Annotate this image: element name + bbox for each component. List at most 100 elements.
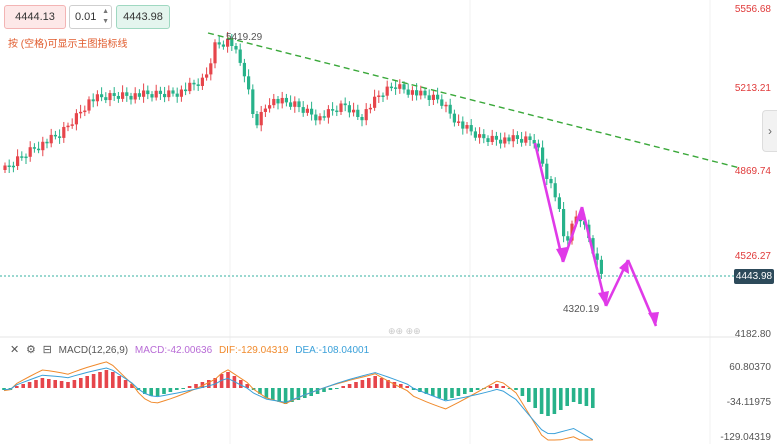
- candle-body: [448, 104, 452, 114]
- candle-body: [16, 156, 20, 166]
- macd-bar: [123, 380, 128, 388]
- candle-body: [171, 90, 175, 94]
- macd-bar: [514, 388, 518, 390]
- arrowhead-3: [598, 291, 609, 306]
- macd-bar: [501, 386, 505, 388]
- macd-axis-label: 60.80370: [729, 362, 771, 373]
- high-price-label: 5419.29: [226, 32, 263, 43]
- macd-bar: [354, 382, 358, 388]
- macd-bar: [104, 370, 109, 388]
- macd-bar: [578, 388, 582, 404]
- macd-bar: [507, 388, 512, 389]
- macd-bar: [450, 388, 454, 398]
- candle-body: [410, 90, 414, 95]
- candle-body: [268, 105, 272, 109]
- sell-price-box[interactable]: 4444.13: [4, 5, 66, 29]
- candle-body: [406, 89, 410, 95]
- price-axis-label: 4182.80: [734, 329, 771, 340]
- candle-body: [511, 135, 515, 142]
- candle-body: [163, 93, 167, 98]
- candle-body: [461, 121, 465, 129]
- settings-icon[interactable]: ⚙: [26, 344, 36, 356]
- projection-arrows: [533, 142, 658, 327]
- candle-body: [28, 147, 32, 157]
- candle-body: [326, 109, 330, 118]
- close-icon[interactable]: ✕: [10, 344, 20, 356]
- macd-bar: [149, 388, 153, 396]
- candle-body: [427, 95, 431, 100]
- candle-body: [45, 141, 49, 144]
- macd-bar: [399, 384, 403, 388]
- candle-body: [289, 102, 293, 107]
- macd-bar: [591, 388, 595, 408]
- candle-body: [415, 90, 419, 96]
- chevron-right-icon[interactable]: ›: [762, 110, 777, 152]
- macd-bar: [571, 388, 576, 402]
- projection-arrow-3: [580, 206, 608, 307]
- candle-body: [142, 90, 146, 97]
- candle-body: [150, 94, 154, 98]
- macd-bar: [533, 388, 537, 408]
- macd-bar: [72, 380, 77, 388]
- macd-bar: [194, 384, 198, 388]
- macd-bar: [15, 386, 19, 388]
- candle-body: [473, 131, 477, 138]
- candle-body: [381, 95, 385, 97]
- buy-price-box[interactable]: 4443.98: [116, 5, 170, 29]
- watermark-text: ⊕⊕ ⊕⊕: [388, 326, 421, 336]
- macd-bar: [328, 388, 333, 390]
- indicator-hint: 按 (空格)可显示主图指标线: [8, 39, 128, 50]
- candle-body: [251, 89, 255, 114]
- candle-body: [436, 94, 440, 100]
- candle-body: [213, 42, 217, 64]
- macd-axis-label: -34.11975: [726, 397, 771, 408]
- candle-body: [70, 124, 74, 126]
- macd-bar: [168, 388, 173, 392]
- dif-line: [3, 361, 593, 441]
- chart-grid: [229, 0, 711, 444]
- box-icon[interactable]: ⊟: [42, 344, 52, 356]
- candle-body: [7, 165, 11, 167]
- macd-bar: [411, 388, 416, 390]
- candle-body: [566, 236, 570, 241]
- macd-bar: [207, 380, 211, 388]
- macd-bar: [2, 388, 6, 390]
- macd-bar: [53, 380, 57, 388]
- candle-body: [347, 105, 351, 113]
- candle-body: [440, 99, 444, 106]
- macd-bar: [456, 388, 461, 396]
- candle-body: [108, 93, 112, 101]
- macd-bar: [143, 388, 147, 394]
- candle-body: [339, 103, 343, 112]
- macd-bar: [181, 388, 185, 389]
- candle-body: [364, 109, 368, 121]
- candle-body: [100, 94, 104, 98]
- macd-bar: [335, 388, 339, 389]
- macd-bar: [155, 388, 160, 396]
- macd-value: MACD:-42.00636: [134, 345, 213, 356]
- candle-body: [272, 98, 276, 106]
- candle-body: [112, 93, 116, 96]
- candle-body: [398, 84, 402, 89]
- candle-body: [284, 97, 288, 103]
- candle-body: [205, 74, 209, 78]
- candle-body: [234, 46, 238, 50]
- macd-bar: [277, 388, 281, 402]
- macd-bar: [565, 388, 569, 406]
- macd-legend: ✕ ⚙ ⊟ MACD(12,26,9) MACD:-42.00636 DIF:-…: [10, 343, 373, 356]
- stepper-arrows-icon[interactable]: ▲ ▼: [102, 8, 109, 25]
- candle-body: [524, 136, 528, 143]
- arrowhead-5: [648, 312, 659, 326]
- candle-body: [226, 39, 230, 47]
- macd-bar: [559, 388, 563, 410]
- candle-body: [37, 148, 41, 151]
- candle-body: [297, 101, 301, 108]
- candle-body: [545, 163, 549, 179]
- candle-body: [562, 209, 566, 237]
- macd-bar: [315, 388, 320, 394]
- step-input[interactable]: 0.01 ▲ ▼: [69, 5, 112, 29]
- macd-bar: [187, 386, 192, 388]
- candle-body: [419, 90, 423, 96]
- macd-bar: [98, 372, 102, 388]
